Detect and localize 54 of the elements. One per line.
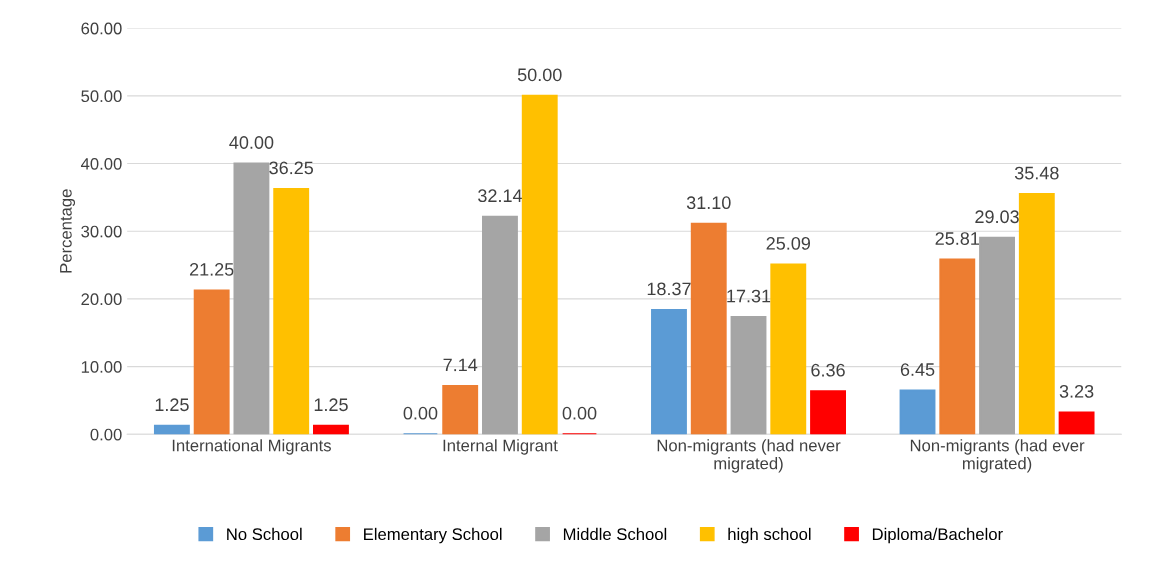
legend-label: high school (728, 527, 811, 544)
data-label: 29.03 (975, 210, 1019, 224)
bar (1018, 193, 1055, 435)
bar (1058, 411, 1095, 435)
bar (690, 222, 727, 435)
data-label: 25.81 (935, 232, 979, 245)
bar (651, 308, 687, 435)
data-label: 40.00 (229, 136, 274, 149)
bar (730, 316, 767, 435)
bar (899, 389, 936, 435)
bar (153, 424, 190, 435)
data-label: 1.25 (155, 398, 189, 412)
y-tick-label: 30.00 (81, 225, 122, 238)
bar (810, 390, 846, 435)
bar (313, 424, 349, 435)
data-label: 31.10 (686, 196, 731, 210)
bar (770, 263, 807, 435)
y-tick-label: 10.00 (81, 361, 122, 373)
data-label: 25.09 (766, 237, 811, 250)
data-label: 35.48 (1014, 166, 1059, 180)
bar (979, 236, 1015, 435)
x-tick-label: Internal Migrant (443, 439, 558, 455)
bar (193, 289, 230, 435)
y-tick-label: 50.00 (81, 90, 122, 103)
x-tick-label: International Migrants (172, 439, 331, 455)
bar (521, 94, 558, 435)
bar (939, 258, 976, 435)
bar (442, 384, 479, 435)
legend-label: Diploma/Bachelor (872, 527, 1003, 544)
legend-label: Middle School (563, 527, 667, 541)
bar (273, 187, 310, 435)
data-label: 7.14 (443, 358, 478, 372)
data-label: 0.00 (403, 406, 438, 420)
data-label: 1.25 (314, 398, 348, 412)
x-tick-label: Non-migrants (had ever migrated) (910, 439, 1085, 473)
data-label: 50.00 (517, 68, 562, 82)
data-label: 3.23 (1059, 384, 1094, 398)
data-label: 32.14 (478, 189, 523, 203)
bar (482, 215, 518, 435)
y-tick-label: 60.00 (81, 22, 122, 35)
bar (233, 162, 270, 435)
y-tick-label: 40.00 (80, 157, 122, 170)
x-tick-label: Non-migrants (had never migrated) (657, 439, 841, 473)
legend-label: Elementary School (364, 527, 502, 544)
y-tick-label: 20.00 (81, 293, 122, 306)
legend-label: No School (227, 527, 302, 541)
data-label: 18.37 (647, 282, 691, 296)
data-label: 6.36 (811, 363, 845, 377)
data-label: 36.25 (269, 161, 314, 175)
y-axis-title: Percentage (60, 189, 76, 273)
y-tick-label: 0.00 (90, 428, 122, 441)
data-label: 21.25 (189, 262, 234, 276)
data-label: 0.00 (562, 406, 597, 420)
data-label: 6.45 (900, 363, 935, 376)
